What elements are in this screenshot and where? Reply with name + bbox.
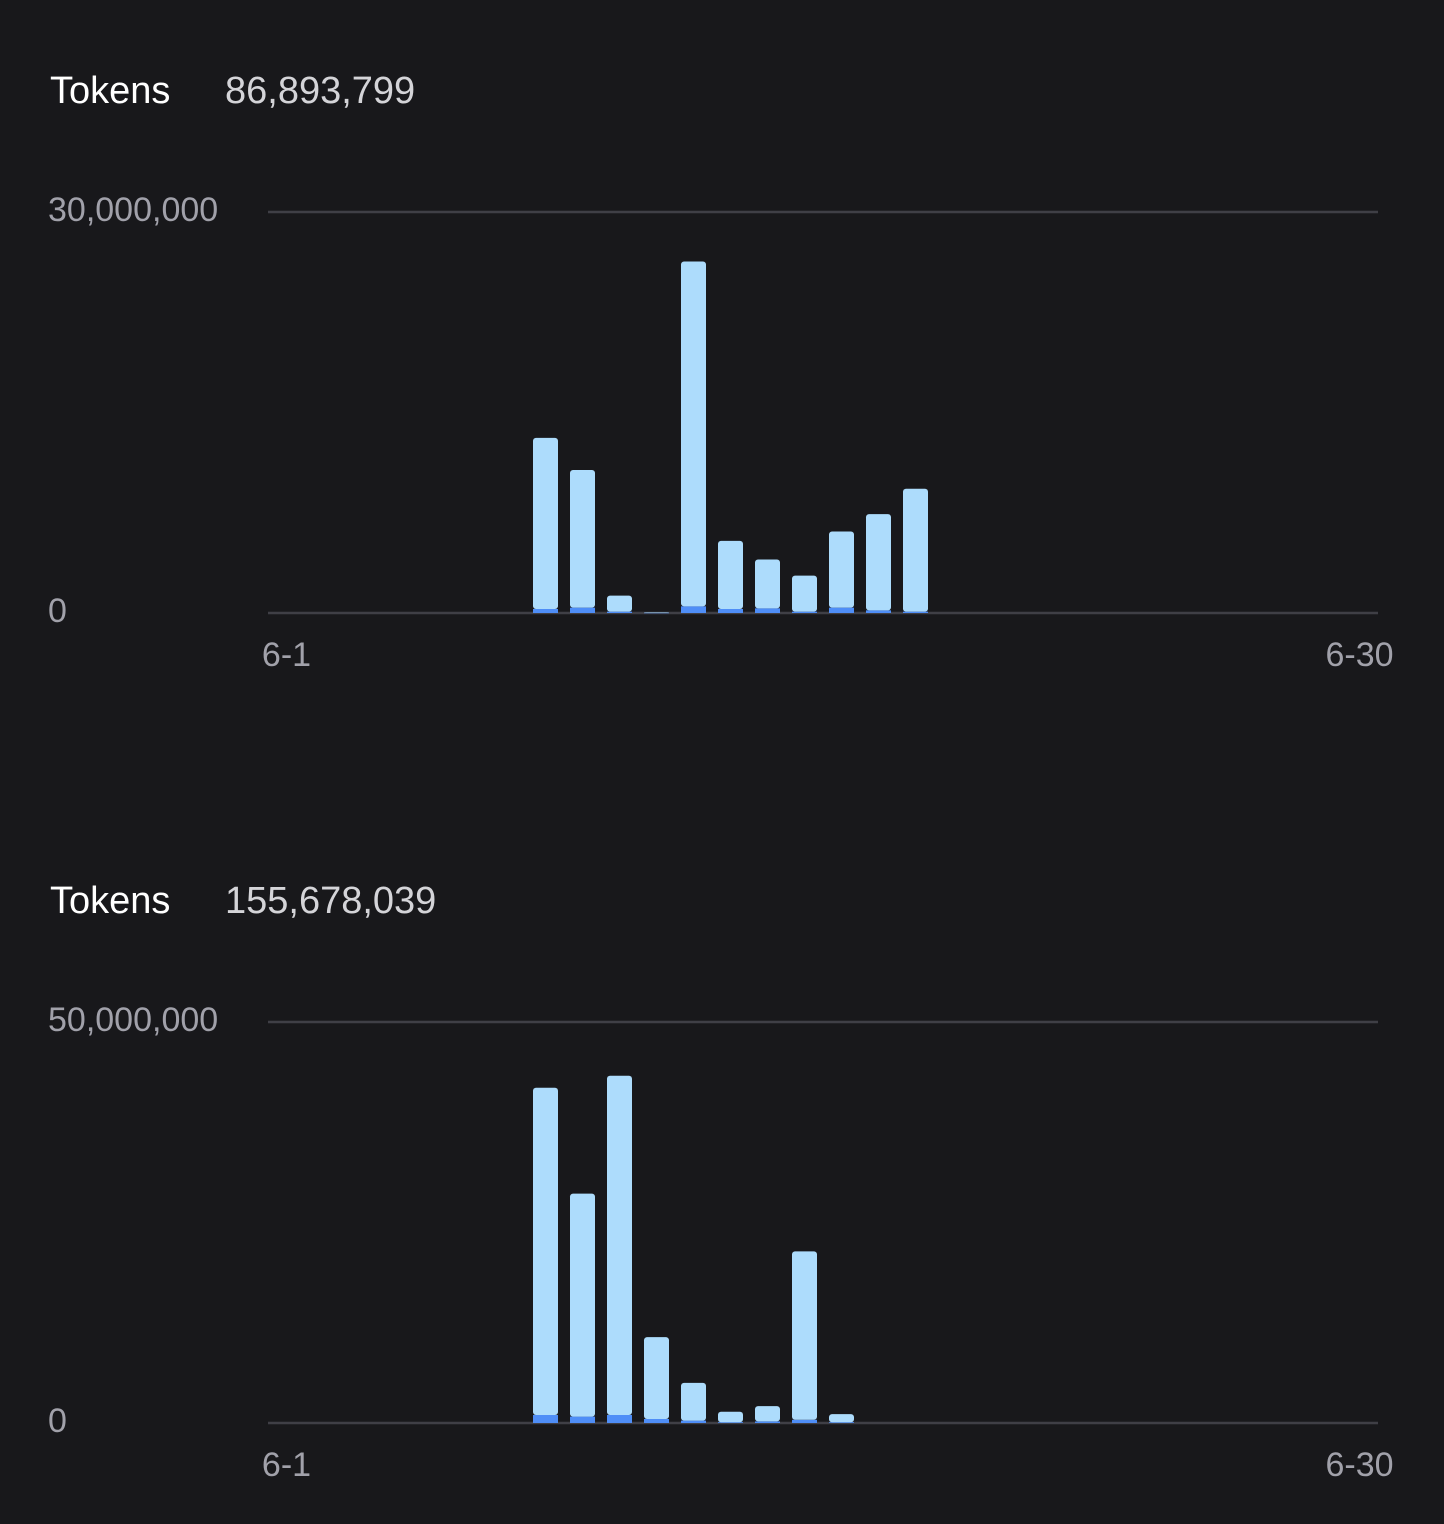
bar-segment — [792, 575, 817, 612]
bar-segment — [607, 1414, 632, 1423]
bar-segment — [755, 559, 780, 609]
bar-segment — [533, 1414, 558, 1423]
bar-segment — [755, 608, 780, 613]
bar-segment — [533, 437, 558, 609]
bar-segment — [607, 595, 632, 612]
x-tick-label: 6-30 — [1325, 1446, 1393, 1484]
bar-segment — [570, 1416, 595, 1423]
bar-segment — [607, 1075, 632, 1415]
bar-segment — [718, 1422, 743, 1423]
bar-segment — [681, 606, 706, 613]
y-tick-label: 30,000,000 — [48, 191, 218, 229]
bar-segment — [792, 1251, 817, 1420]
bar-segment — [718, 540, 743, 609]
bar-segment — [570, 469, 595, 608]
bar-segment — [829, 1422, 854, 1423]
bar-segment — [829, 607, 854, 613]
bar-segment — [570, 607, 595, 613]
bar-segment — [792, 611, 817, 613]
bar-segment — [866, 514, 891, 611]
y-tick-label: 0 — [48, 592, 67, 630]
y-tick-label: 0 — [48, 1402, 67, 1440]
bar-segment — [829, 531, 854, 608]
bar-segment — [681, 1382, 706, 1421]
bar-segment — [570, 1193, 595, 1417]
bar-segment — [866, 610, 891, 613]
chart-title: Tokens — [50, 70, 170, 112]
y-tick-label: 50,000,000 — [48, 1001, 218, 1039]
bar-segment — [681, 1420, 706, 1423]
bar-segment — [903, 488, 928, 612]
bar-segment — [607, 611, 632, 613]
bar-segment — [718, 1411, 743, 1423]
bar-segment — [644, 1418, 669, 1423]
bar-segment — [533, 608, 558, 613]
x-tick-label: 6-30 — [1325, 636, 1393, 674]
x-tick-label: 6-1 — [262, 1446, 311, 1484]
bar-segment — [718, 608, 743, 613]
chart-title: Tokens — [50, 880, 170, 922]
bar-segment — [792, 1419, 817, 1423]
bar-segment — [903, 611, 928, 613]
bar-segment — [644, 612, 669, 614]
x-tick-label: 6-1 — [262, 636, 311, 674]
total: 155,678,039 — [225, 880, 436, 922]
bar-segment — [644, 612, 669, 613]
bar-segment — [755, 1406, 780, 1422]
total: 86,893,799 — [225, 70, 415, 112]
bar-segment — [755, 1421, 780, 1423]
bar-segment — [533, 1087, 558, 1415]
bar-segment — [681, 261, 706, 607]
bar-segment — [829, 1414, 854, 1423]
bar-segment — [644, 1337, 669, 1419]
